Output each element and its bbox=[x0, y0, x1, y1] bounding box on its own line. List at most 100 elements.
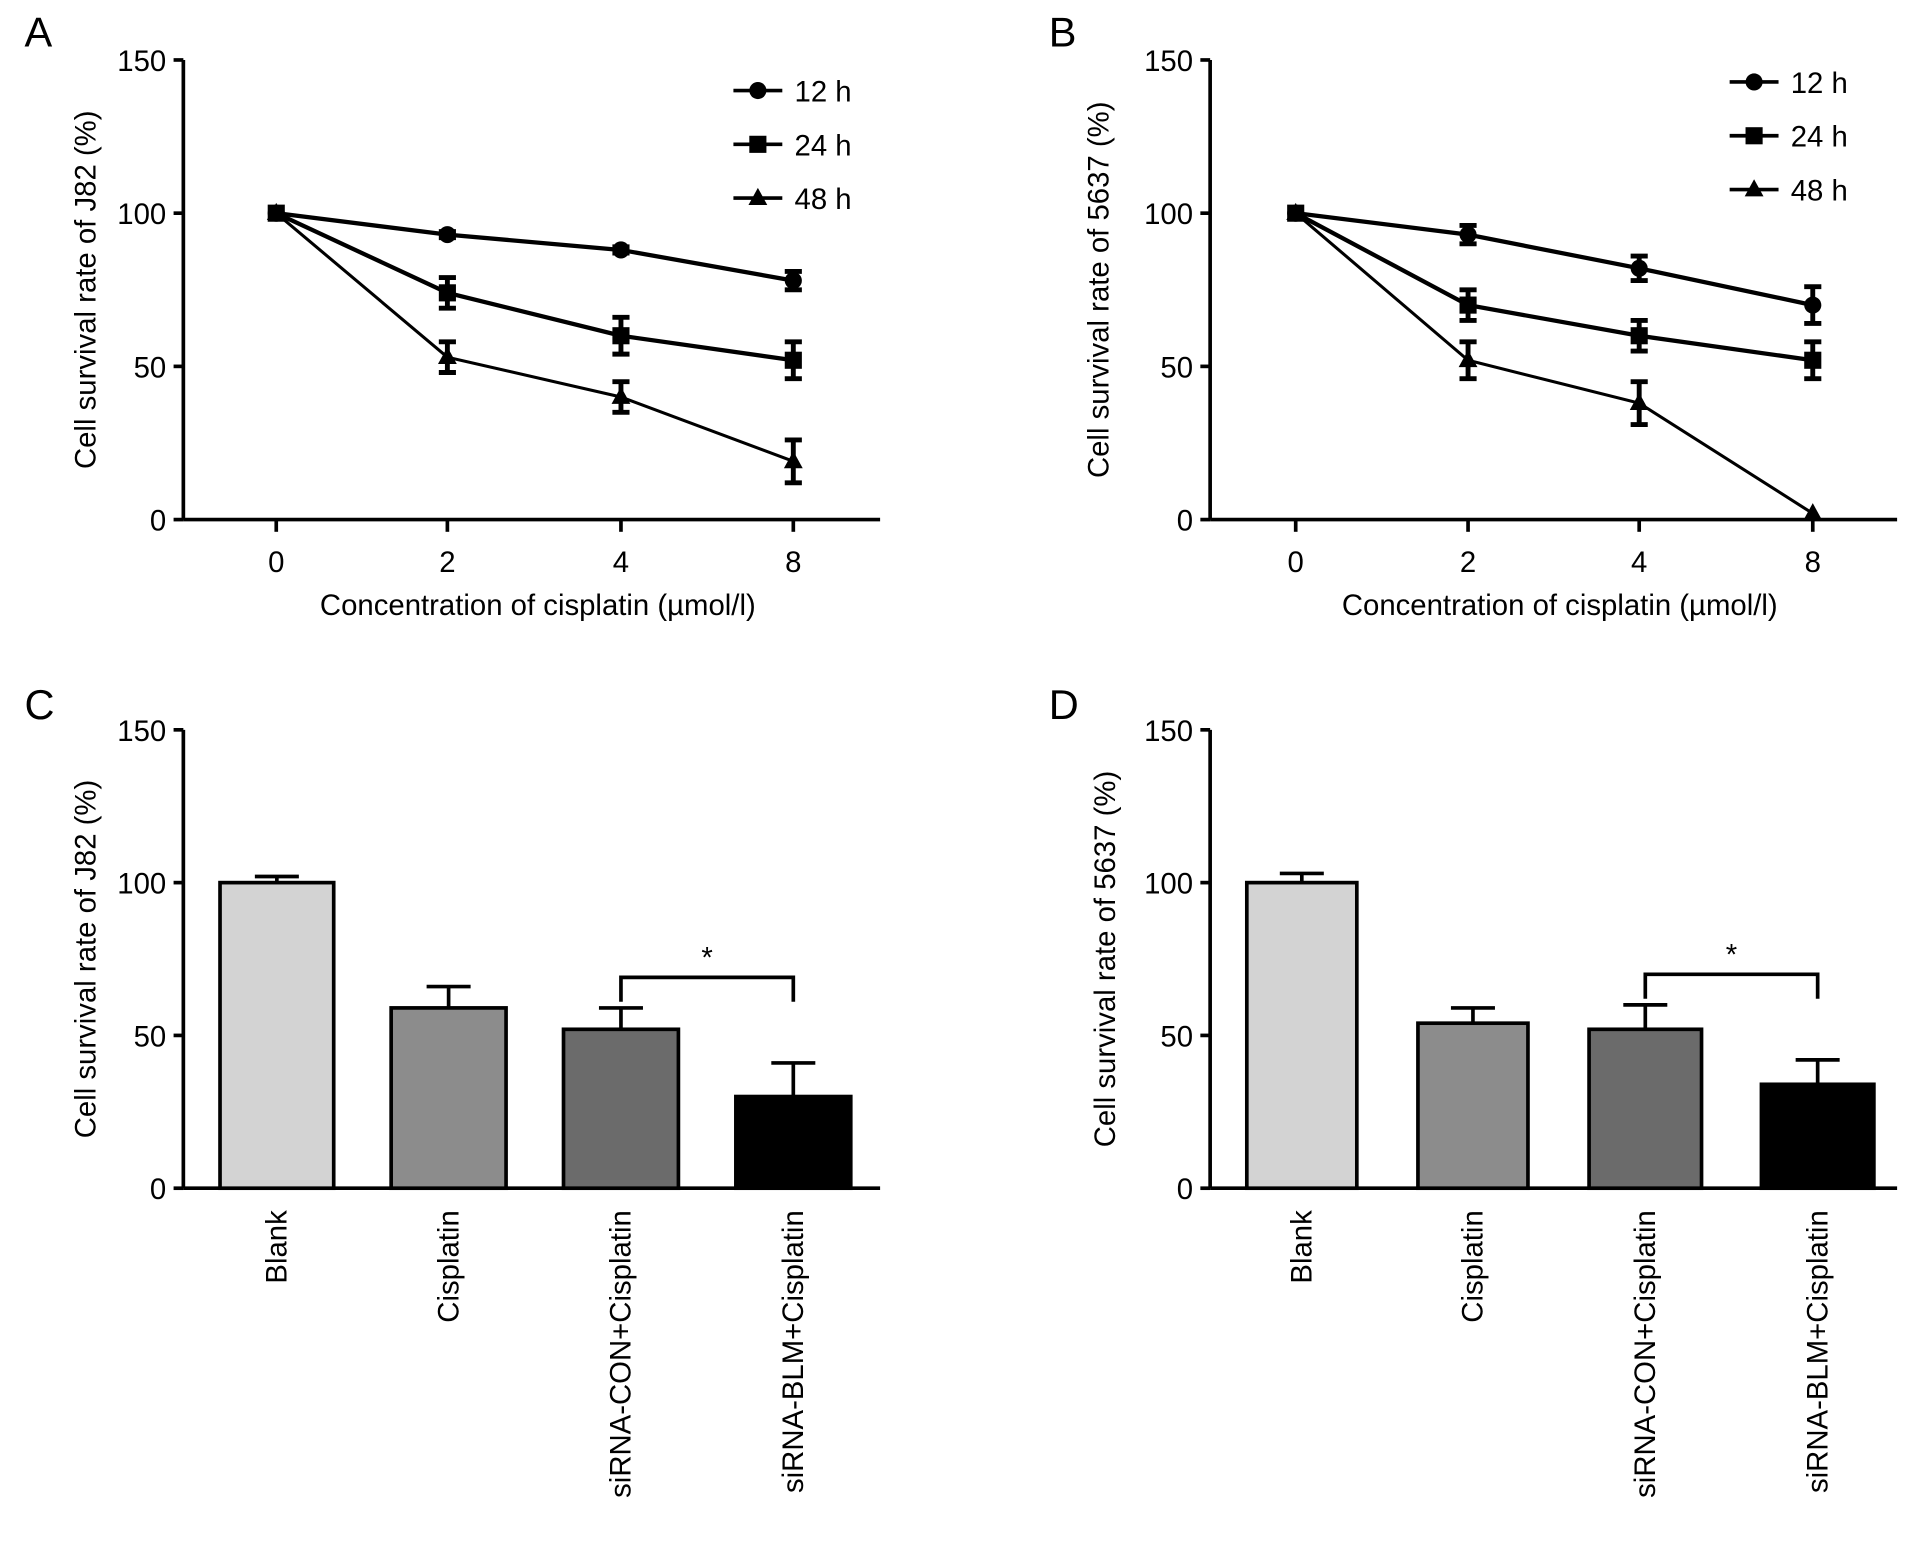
x-tick-label: 8 bbox=[1805, 546, 1821, 579]
x-tick-label: Blank bbox=[261, 1210, 294, 1284]
y-axis-label: Cell survival rate of 5637 (%) bbox=[1083, 102, 1116, 479]
y-tick-label: 50 bbox=[1160, 351, 1193, 384]
y-tick-label: 150 bbox=[117, 715, 166, 748]
x-tick-label: 8 bbox=[785, 546, 801, 579]
data-point bbox=[611, 386, 631, 404]
series-line bbox=[275, 211, 794, 283]
x-tick-label: Blank bbox=[1286, 1210, 1319, 1284]
y-axis-label: Cell survival rate of 5637 (%) bbox=[1089, 771, 1122, 1148]
y-tick-label: 0 bbox=[150, 505, 166, 538]
legend-marker-circle bbox=[749, 81, 767, 100]
bar bbox=[1416, 1021, 1530, 1191]
series-line bbox=[275, 212, 794, 463]
data-point bbox=[783, 451, 803, 469]
x-tick-label: siRNA-CON+Cisplatin bbox=[605, 1210, 638, 1498]
x-tick-label: Cisplatin bbox=[432, 1210, 465, 1322]
significance-bracket bbox=[619, 975, 796, 1002]
y-tick-label: 150 bbox=[117, 45, 166, 78]
data-point bbox=[1459, 226, 1477, 244]
data-point bbox=[1804, 296, 1822, 314]
series-line bbox=[1294, 211, 1814, 363]
y-tick-label: 150 bbox=[1144, 45, 1193, 78]
x-tick-label: siRNA-BLM+Cisplatin bbox=[1801, 1210, 1834, 1493]
legend-marker-square bbox=[1745, 127, 1763, 145]
bar bbox=[561, 1027, 681, 1191]
bar bbox=[218, 880, 336, 1191]
legend-marker-circle bbox=[1745, 73, 1763, 91]
data-point bbox=[1286, 202, 1306, 221]
significance-bracket bbox=[1643, 972, 1820, 999]
legend-label: 12 h bbox=[795, 76, 852, 109]
bar bbox=[1759, 1082, 1876, 1191]
data-point bbox=[1803, 503, 1823, 521]
series-12h bbox=[1287, 204, 1822, 326]
y-tick-label: 50 bbox=[1160, 1020, 1193, 1053]
x-tick-label: 4 bbox=[1631, 546, 1647, 579]
data-point bbox=[784, 272, 802, 290]
panel-label: B bbox=[1049, 9, 1077, 56]
y-tick-label: 0 bbox=[1177, 1173, 1193, 1206]
legend-label: 12 h bbox=[1791, 67, 1848, 100]
y-tick-label: 100 bbox=[117, 868, 166, 901]
legend-marker-triangle bbox=[748, 187, 768, 205]
data-point bbox=[1804, 351, 1822, 369]
x-tick-label: Cisplatin bbox=[1457, 1210, 1490, 1322]
panel-label: D bbox=[1049, 681, 1079, 728]
y-tick-label: 50 bbox=[134, 351, 167, 384]
legend-label: 24 h bbox=[1791, 121, 1848, 154]
legend-marker-triangle bbox=[1744, 179, 1764, 197]
x-tick-label: 4 bbox=[613, 546, 629, 579]
y-tick-label: 50 bbox=[134, 1020, 167, 1053]
data-point bbox=[1630, 259, 1648, 277]
panel-label: A bbox=[24, 9, 52, 56]
panel-a: A 0 50 100 150 Cell survival rate of J82 (%) 0… bbox=[24, 9, 881, 622]
y-tick-label: 150 bbox=[1144, 715, 1193, 748]
series-48h bbox=[1286, 202, 1823, 521]
y-axis-label: Cell survival rate of J82 (%) bbox=[69, 110, 102, 469]
data-point bbox=[1458, 349, 1478, 368]
series-line bbox=[1295, 211, 1814, 308]
series-line bbox=[1294, 212, 1814, 515]
y-tick-label: 100 bbox=[1144, 868, 1193, 901]
x-tick-label: siRNA-CON+Cisplatin bbox=[1629, 1210, 1662, 1498]
data-point bbox=[612, 327, 630, 345]
bar bbox=[734, 1094, 853, 1191]
y-tick-label: 0 bbox=[1177, 505, 1193, 538]
data-point bbox=[612, 241, 630, 259]
panel-c: C 0 50 100 150 Cell survival rate of J82 (%) B… bbox=[24, 681, 881, 1498]
series-24h bbox=[267, 204, 802, 382]
bar bbox=[1587, 1027, 1704, 1191]
x-tick-label: 0 bbox=[268, 546, 284, 579]
y-axis-label: Cell survival rate of J82 (%) bbox=[69, 780, 102, 1139]
x-axis-label: Concentration of cisplatin (µmol/l) bbox=[1342, 589, 1778, 622]
x-tick-label: 2 bbox=[1460, 546, 1476, 579]
series-48h bbox=[266, 202, 803, 486]
data-point bbox=[437, 346, 457, 365]
y-tick-label: 100 bbox=[117, 198, 166, 231]
bar bbox=[389, 1006, 508, 1191]
panel-d: D 0 50 100 150 Cell survival rate of 5637 (%)… bbox=[1049, 681, 1898, 1498]
bar bbox=[1244, 880, 1359, 1191]
series-line bbox=[275, 211, 794, 363]
legend-label: 48 h bbox=[795, 183, 852, 216]
x-axis-label: Concentration of cisplatin (µmol/l) bbox=[320, 589, 756, 622]
data-point bbox=[1630, 327, 1648, 345]
legend-label: 24 h bbox=[795, 129, 852, 162]
data-point bbox=[1459, 296, 1477, 314]
x-tick-label: siRNA-BLM+Cisplatin bbox=[777, 1210, 810, 1493]
data-point bbox=[438, 284, 456, 302]
panel-label: C bbox=[24, 681, 54, 728]
data-point bbox=[1629, 392, 1649, 410]
x-tick-label: 0 bbox=[1288, 546, 1304, 579]
legend-label: 48 h bbox=[1791, 175, 1848, 208]
significance-label: * bbox=[701, 942, 712, 975]
panel-b: B 0 50 100 150 Cell survival rate of 5637 (%)… bbox=[1049, 9, 1898, 622]
y-tick-label: 100 bbox=[1144, 198, 1193, 231]
data-point bbox=[266, 202, 286, 221]
data-point bbox=[784, 351, 802, 369]
legend-marker-square bbox=[749, 135, 767, 153]
series-24h bbox=[1287, 204, 1822, 382]
significance-label: * bbox=[1726, 939, 1737, 972]
x-tick-label: 2 bbox=[439, 546, 455, 579]
